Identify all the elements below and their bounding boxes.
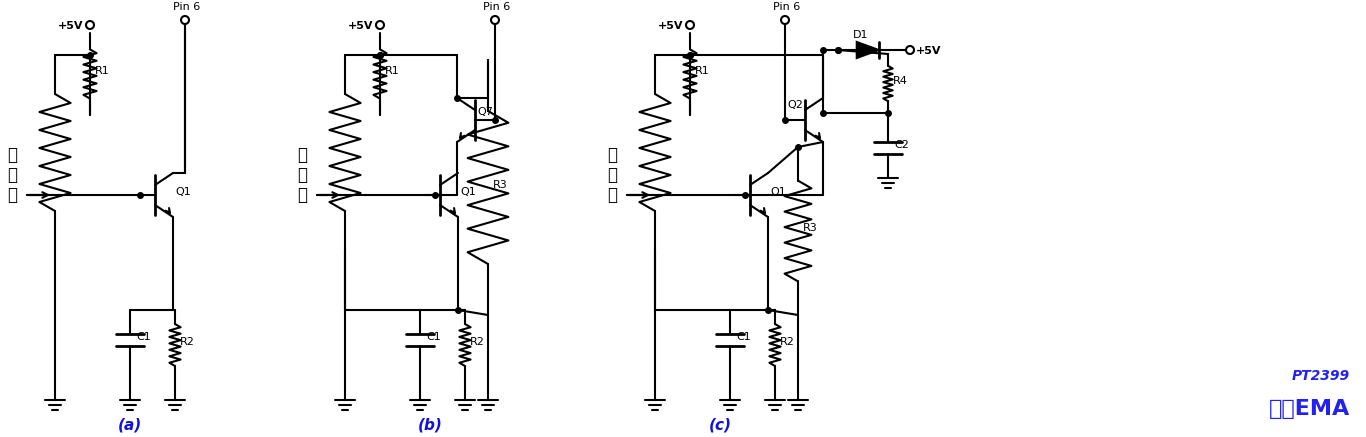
- Text: R2: R2: [180, 337, 195, 347]
- Text: Pin 6: Pin 6: [484, 2, 511, 12]
- Text: R2: R2: [780, 337, 795, 347]
- Text: R1: R1: [96, 66, 109, 76]
- Text: 电: 电: [296, 146, 307, 164]
- Text: 位: 位: [607, 166, 617, 184]
- Text: Q1: Q1: [460, 187, 475, 197]
- Text: (c): (c): [709, 418, 732, 433]
- Text: 器: 器: [607, 186, 617, 204]
- Text: +5V: +5V: [348, 21, 373, 31]
- Text: (b): (b): [418, 418, 443, 433]
- Text: C1: C1: [736, 332, 751, 342]
- Text: R1: R1: [695, 66, 710, 76]
- Text: (a): (a): [117, 418, 142, 433]
- Text: PT2399: PT2399: [1292, 369, 1350, 383]
- Text: 器: 器: [296, 186, 307, 204]
- Text: 百芯EMA: 百芯EMA: [1269, 399, 1350, 419]
- Text: D1: D1: [852, 30, 869, 40]
- Text: C1: C1: [137, 332, 150, 342]
- Polygon shape: [856, 42, 878, 58]
- Text: R3: R3: [493, 180, 508, 190]
- Text: 位: 位: [7, 166, 16, 184]
- Text: R2: R2: [470, 337, 485, 347]
- Text: 电: 电: [7, 146, 16, 164]
- Text: R4: R4: [893, 76, 908, 86]
- Text: R1: R1: [385, 66, 400, 76]
- Text: Q7: Q7: [477, 107, 493, 117]
- Text: +5V: +5V: [917, 46, 941, 56]
- Text: C1: C1: [426, 332, 441, 342]
- Text: R3: R3: [803, 223, 818, 233]
- Text: C2: C2: [893, 140, 908, 150]
- Text: +5V: +5V: [658, 21, 683, 31]
- Text: 位: 位: [296, 166, 307, 184]
- Text: Q1: Q1: [770, 187, 785, 197]
- Text: 器: 器: [7, 186, 16, 204]
- Text: Q1: Q1: [175, 187, 191, 197]
- Text: Pin 6: Pin 6: [173, 2, 201, 12]
- Text: Pin 6: Pin 6: [773, 2, 800, 12]
- Text: Q2: Q2: [787, 100, 803, 110]
- Text: 电: 电: [607, 146, 617, 164]
- Text: +5V: +5V: [57, 21, 83, 31]
